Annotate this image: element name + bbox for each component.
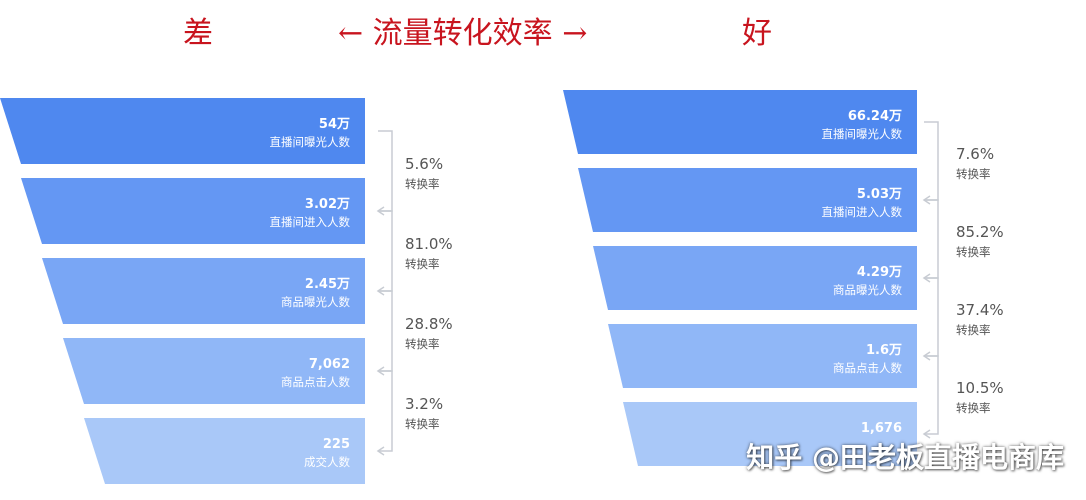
conversion-rate-value: 81.0% xyxy=(405,235,453,253)
funnel-stage-value: 7,062 xyxy=(309,357,350,372)
funnel-stage-value: 54万 xyxy=(319,117,350,132)
funnel-stage-bar xyxy=(84,418,365,484)
conversion-rate-label: 转换率 xyxy=(956,167,991,181)
connector-bracket xyxy=(924,277,939,357)
funnel-stage-bar xyxy=(21,178,365,244)
funnel-stage-label: 商品点击人数 xyxy=(833,361,902,375)
funnel-stage-bar xyxy=(42,258,365,324)
conversion-rate-value: 3.2% xyxy=(405,395,443,413)
funnel-stage-label: 商品曝光人数 xyxy=(281,295,350,309)
watermark: 知乎 @田老板直播电商库 xyxy=(746,441,1064,474)
funnel-stage-label: 成交人数 xyxy=(304,455,350,469)
funnel-stage-bar xyxy=(0,98,365,164)
conversion-rate-label: 转换率 xyxy=(956,323,991,337)
connector-arrowhead xyxy=(376,446,385,456)
funnel-stage-value: 225 xyxy=(323,437,350,452)
conversion-rate-value: 28.8% xyxy=(405,315,453,333)
conversion-rate-value: 7.6% xyxy=(956,145,994,163)
funnel-stage-bar xyxy=(578,168,917,232)
funnel-stage-value: 1,676 xyxy=(861,421,902,436)
conversion-rate-label: 转换率 xyxy=(405,337,440,351)
funnel-stage-value: 4.29万 xyxy=(857,265,902,280)
funnel-stage-label: 直播间进入人数 xyxy=(822,205,903,219)
label-good: 好 xyxy=(742,16,772,51)
conversion-rate-label: 转换率 xyxy=(405,177,440,191)
funnel-stage-bar xyxy=(63,338,365,404)
label-bad: 差 xyxy=(183,16,213,51)
funnel-stage-value: 3.02万 xyxy=(305,197,350,212)
connector-bracket xyxy=(378,130,393,212)
conversion-rate-label: 转换率 xyxy=(405,417,440,431)
conversion-rate-value: 85.2% xyxy=(956,223,1004,241)
connector-bracket xyxy=(924,355,939,435)
funnel-stage-bar xyxy=(608,324,917,388)
conversion-rate-label: 转换率 xyxy=(405,257,440,271)
funnel-stage-value: 2.45万 xyxy=(305,277,350,292)
funnel-stage-label: 直播间曝光人数 xyxy=(270,135,351,149)
funnel-stage-bar xyxy=(593,246,917,310)
funnel-stage-value: 1.6万 xyxy=(866,343,902,358)
connector-bracket xyxy=(378,290,393,372)
funnel-stage-label: 直播间曝光人数 xyxy=(822,127,903,141)
conversion-rate-value: 10.5% xyxy=(956,379,1004,397)
funnel-stage-label: 商品点击人数 xyxy=(281,375,350,389)
connector-bracket xyxy=(378,210,393,292)
funnel-stage-label: 商品曝光人数 xyxy=(833,283,902,297)
conversion-rate-value: 37.4% xyxy=(956,301,1004,319)
funnel-stage-bar xyxy=(563,90,917,154)
funnel-stage-value: 5.03万 xyxy=(857,187,902,202)
connector-bracket xyxy=(924,199,939,279)
connector-bracket xyxy=(378,370,393,452)
label-conversion-efficiency: ← 流量转化效率 → xyxy=(338,16,588,51)
conversion-rate-label: 转换率 xyxy=(956,401,991,415)
funnel-stage-bar xyxy=(623,402,917,466)
funnel-stage-value: 66.24万 xyxy=(848,109,902,124)
connector-arrowhead xyxy=(922,429,931,439)
connector-bracket xyxy=(924,121,939,201)
funnel-stage-label: 直播间进入人数 xyxy=(270,215,351,229)
conversion-rate-label: 转换率 xyxy=(956,245,991,259)
conversion-rate-value: 5.6% xyxy=(405,155,443,173)
